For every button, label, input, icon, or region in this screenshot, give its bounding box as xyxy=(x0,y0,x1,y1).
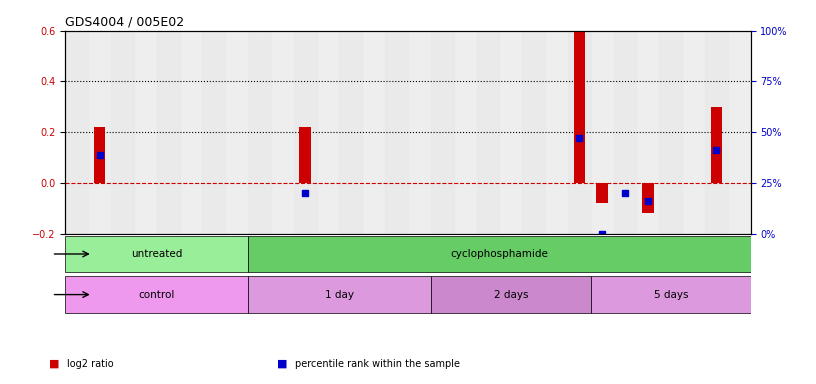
Bar xyxy=(642,183,654,214)
Bar xyxy=(157,31,180,234)
FancyBboxPatch shape xyxy=(65,276,248,313)
FancyBboxPatch shape xyxy=(65,236,248,272)
Bar xyxy=(385,31,408,234)
Bar xyxy=(94,127,105,183)
Text: 1 day: 1 day xyxy=(325,290,354,300)
Bar xyxy=(111,31,134,234)
Bar xyxy=(596,183,608,203)
Text: control: control xyxy=(139,290,175,300)
Bar xyxy=(522,31,545,234)
Text: GDS4004 / 005E02: GDS4004 / 005E02 xyxy=(65,15,184,28)
Bar xyxy=(711,107,722,183)
Text: ■: ■ xyxy=(277,359,288,369)
FancyBboxPatch shape xyxy=(248,236,751,272)
Bar xyxy=(614,31,636,234)
Bar xyxy=(299,127,311,183)
Text: cyclophosphamide: cyclophosphamide xyxy=(450,249,548,259)
Bar xyxy=(65,31,88,234)
Bar xyxy=(202,31,225,234)
Bar xyxy=(294,31,317,234)
Bar xyxy=(568,31,591,234)
Text: 5 days: 5 days xyxy=(654,290,688,300)
FancyBboxPatch shape xyxy=(591,276,751,313)
Text: ■: ■ xyxy=(49,359,60,369)
Bar xyxy=(339,31,362,234)
FancyBboxPatch shape xyxy=(248,276,431,313)
Bar xyxy=(248,31,271,234)
Text: 2 days: 2 days xyxy=(494,290,528,300)
Bar xyxy=(574,31,585,183)
Text: log2 ratio: log2 ratio xyxy=(67,359,113,369)
FancyBboxPatch shape xyxy=(431,276,591,313)
Bar xyxy=(431,31,454,234)
Bar xyxy=(705,31,728,234)
Bar xyxy=(659,31,682,234)
Bar xyxy=(477,31,499,234)
Text: untreated: untreated xyxy=(131,249,182,259)
Text: percentile rank within the sample: percentile rank within the sample xyxy=(295,359,460,369)
